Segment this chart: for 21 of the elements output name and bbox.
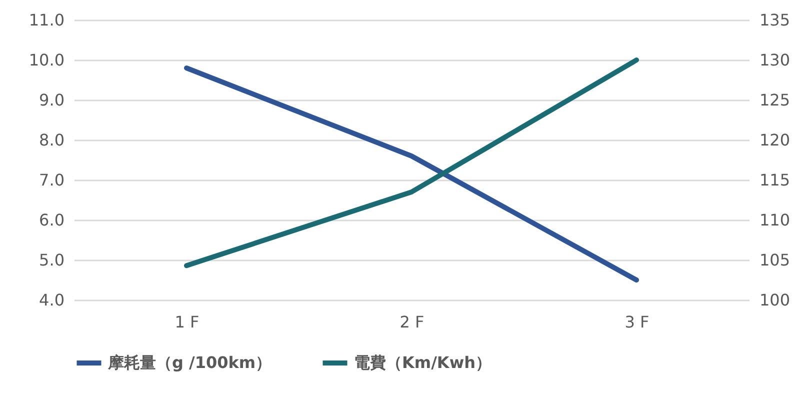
y2-tick-label: 105	[760, 250, 790, 270]
y2-tick-label: 125	[760, 90, 790, 110]
y2-tick-label: 120	[760, 130, 790, 150]
y-tick-label: 6.0	[39, 210, 64, 230]
x-tick-label: 1 F	[174, 312, 200, 332]
y-tick-label: 7.0	[39, 170, 64, 190]
x-tick-label: 2 F	[400, 312, 424, 332]
y-tick-label: 4.0	[39, 290, 64, 310]
y-tick-label: 10.0	[28, 50, 64, 70]
y2-tick-label: 100	[760, 290, 790, 310]
y-tick-label: 5.0	[39, 250, 64, 270]
y-tick-label: 11.0	[28, 10, 64, 30]
legend-label: 摩耗量（g /100km）	[107, 353, 272, 372]
y-tick-label: 8.0	[39, 130, 64, 150]
y2-tick-label: 110	[760, 210, 790, 230]
y-tick-label: 9.0	[39, 90, 64, 110]
y2-tick-label: 135	[760, 10, 790, 30]
x-tick-label: 3 F	[624, 312, 650, 332]
legend-label: 電費（Km/Kwh）	[354, 353, 492, 372]
y2-tick-label: 115	[760, 170, 790, 190]
y2-tick-label: 130	[760, 50, 790, 70]
